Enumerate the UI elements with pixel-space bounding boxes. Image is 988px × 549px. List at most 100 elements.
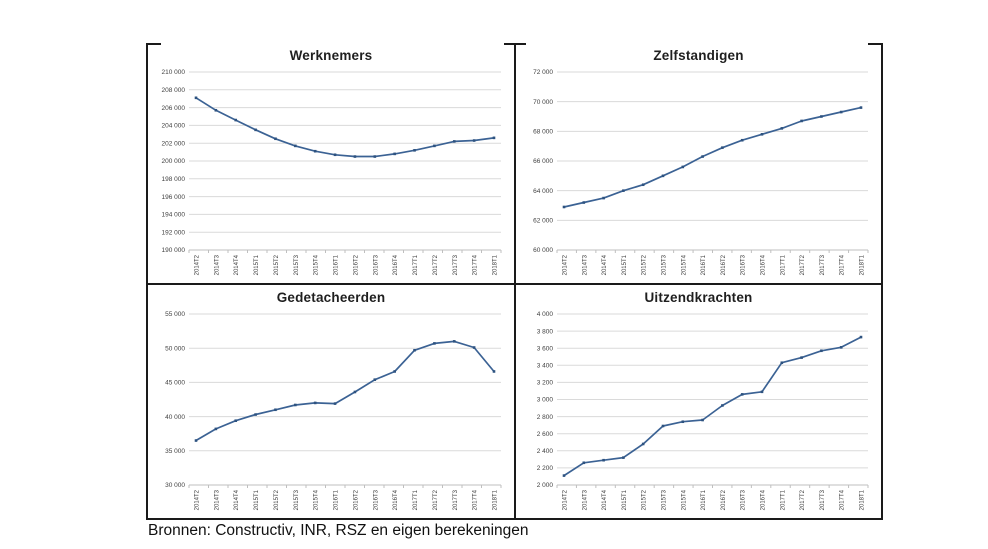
svg-text:2014T2: 2014T2 [195,489,201,510]
svg-text:2014T3: 2014T3 [214,489,220,510]
svg-text:40 000: 40 000 [165,414,185,421]
svg-text:45 000: 45 000 [165,380,185,387]
svg-text:2017T4: 2017T4 [840,489,846,510]
svg-text:66 000: 66 000 [533,158,553,165]
svg-text:2018T1: 2018T1 [493,254,499,275]
svg-text:194 000: 194 000 [162,212,186,219]
line-chart-zelfstandigen: 60 000 62 000 64 000 66 000 68 000 70 000 72 0… [533,69,869,275]
svg-text:2016T1: 2016T1 [334,254,340,275]
frame-top-right-cap [868,43,881,45]
svg-text:2015T4: 2015T4 [314,254,320,275]
svg-text:2016T3: 2016T3 [373,254,379,275]
svg-text:3 000: 3 000 [537,397,554,404]
svg-text:2017T4: 2017T4 [473,489,479,510]
panel-gedetacheerden: Gedetacheerden 30 000 35 000 40 000 45 000 5… [148,285,514,518]
svg-text:2015T1: 2015T1 [254,489,260,510]
svg-text:2016T4: 2016T4 [761,254,767,275]
svg-text:2016T2: 2016T2 [721,254,727,275]
svg-text:2014T4: 2014T4 [602,254,608,275]
svg-text:2015T3: 2015T3 [662,489,668,510]
svg-text:2016T1: 2016T1 [701,489,707,510]
svg-text:68 000: 68 000 [533,129,553,136]
svg-text:2016T3: 2016T3 [373,489,379,510]
svg-text:62 000: 62 000 [533,218,553,225]
chart-title-zelfstandigen: Zelfstandigen [653,48,744,63]
svg-text:196 000: 196 000 [162,194,186,201]
svg-text:206 000: 206 000 [162,105,186,112]
svg-text:4 000: 4 000 [537,311,554,318]
svg-text:190 000: 190 000 [162,247,186,254]
svg-text:204 000: 204 000 [162,123,186,130]
svg-text:2017T1: 2017T1 [413,254,419,275]
svg-text:70 000: 70 000 [533,99,553,106]
svg-text:2018T1: 2018T1 [860,489,866,510]
svg-text:2016T4: 2016T4 [393,254,399,275]
svg-text:2014T2: 2014T2 [563,254,569,275]
svg-text:2015T4: 2015T4 [314,489,320,510]
svg-text:2016T1: 2016T1 [334,489,340,510]
svg-text:2016T2: 2016T2 [721,489,727,510]
svg-text:2 200: 2 200 [537,465,554,472]
svg-text:2014T3: 2014T3 [214,254,220,275]
svg-text:2016T2: 2016T2 [353,254,359,275]
svg-text:2016T4: 2016T4 [761,489,767,510]
line-chart-uitzendkrachten: 2 000 2 200 2 400 2 600 2 800 3 000 3 200 3 400… [537,311,869,510]
svg-text:2017T4: 2017T4 [840,254,846,275]
chart-title-uitzendkrachten: Uitzendkrachten [644,290,753,305]
chart-title-gedetacheerden: Gedetacheerden [276,290,386,305]
svg-text:2014T3: 2014T3 [582,489,588,510]
panel-uitzendkrachten: Uitzendkrachten 2 000 2 200 2 400 2 600 2 80… [516,285,881,518]
svg-text:2016T3: 2016T3 [741,489,747,510]
svg-text:3 800: 3 800 [537,328,554,335]
panel-zelfstandigen: Zelfstandigen 60 000 62 000 64 000 66 000 68… [516,43,881,283]
svg-text:192 000: 192 000 [162,229,186,236]
svg-text:2015T1: 2015T1 [254,254,260,275]
svg-text:198 000: 198 000 [162,176,186,183]
line-chart-werknemers: 190 000 192 000 194 000 196 000 198 000 200 0… [162,69,502,275]
svg-text:55 000: 55 000 [165,311,185,318]
svg-text:2 600: 2 600 [537,431,554,438]
svg-text:3 600: 3 600 [537,345,554,352]
svg-text:2015T3: 2015T3 [294,254,300,275]
svg-text:2017T1: 2017T1 [780,489,786,510]
svg-text:2 800: 2 800 [537,414,554,421]
horizontal-divider [148,283,881,285]
frame-top-middle-cap [504,43,526,45]
svg-text:2015T3: 2015T3 [294,489,300,510]
svg-text:2015T2: 2015T2 [274,489,280,510]
svg-text:3 200: 3 200 [537,380,554,387]
svg-text:60 000: 60 000 [533,247,553,254]
svg-text:2016T4: 2016T4 [393,489,399,510]
svg-text:72 000: 72 000 [533,69,553,76]
svg-text:2017T4: 2017T4 [473,254,479,275]
svg-text:2017T1: 2017T1 [780,254,786,275]
svg-text:2014T2: 2014T2 [563,489,569,510]
svg-text:208 000: 208 000 [162,87,186,94]
panel-werknemers: Werknemers 190 000 192 000 194 000 196 000 1… [148,43,514,283]
svg-text:210 000: 210 000 [162,69,186,76]
svg-text:2015T2: 2015T2 [642,254,648,275]
chart-grid: Werknemers 190 000 192 000 194 000 196 000 1… [146,43,883,520]
svg-text:50 000: 50 000 [165,345,185,352]
svg-text:35 000: 35 000 [165,448,185,455]
svg-text:202 000: 202 000 [162,140,186,147]
svg-text:2014T2: 2014T2 [195,254,201,275]
frame-top-left-cap [148,43,161,45]
svg-text:2015T2: 2015T2 [274,254,280,275]
svg-text:2 400: 2 400 [537,448,554,455]
svg-text:2016T1: 2016T1 [701,254,707,275]
svg-text:200 000: 200 000 [162,158,186,165]
svg-text:2016T3: 2016T3 [741,254,747,275]
svg-text:2017T3: 2017T3 [820,489,826,510]
svg-text:2015T4: 2015T4 [681,254,687,275]
svg-text:2018T1: 2018T1 [860,254,866,275]
svg-text:2015T4: 2015T4 [681,489,687,510]
svg-text:2018T1: 2018T1 [493,489,499,510]
svg-text:3 400: 3 400 [537,363,554,370]
svg-text:2017T2: 2017T2 [800,254,806,275]
svg-text:2015T3: 2015T3 [662,254,668,275]
svg-text:2015T1: 2015T1 [622,489,628,510]
svg-text:2014T4: 2014T4 [602,489,608,510]
source-caption: Bronnen: Constructiv, INR, RSZ en eigen … [148,522,529,539]
svg-text:2016T2: 2016T2 [353,489,359,510]
